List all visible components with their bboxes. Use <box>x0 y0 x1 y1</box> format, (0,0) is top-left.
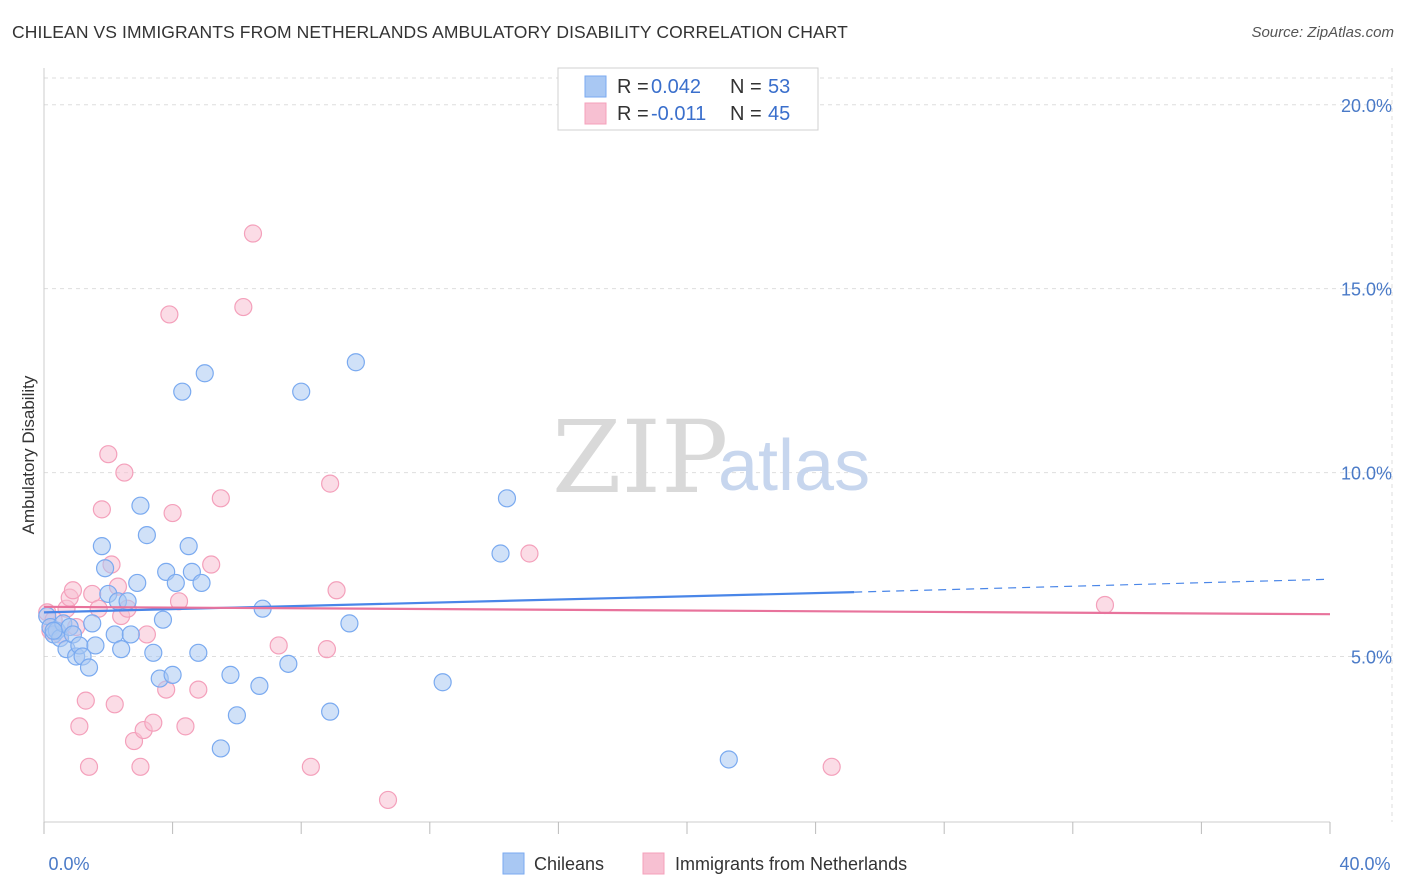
chileans-point <box>95 559 115 578</box>
chileans-point <box>321 702 340 721</box>
trend-lines <box>43 578 1331 616</box>
chileans-point <box>279 654 298 673</box>
bottom-legend-swatch-netherlands <box>642 852 665 875</box>
chileans-point <box>346 353 365 372</box>
netherlands-point <box>378 790 398 810</box>
netherlands-point <box>327 581 346 600</box>
axes <box>43 68 1331 834</box>
netherlands-point <box>144 713 163 732</box>
chileans-point <box>112 640 131 659</box>
chileans-point <box>92 537 111 556</box>
watermark: ZIP atlas <box>552 399 870 516</box>
chileans-point <box>121 625 140 644</box>
netherlands-point <box>317 640 337 659</box>
chileans-trend-extension <box>854 578 1331 593</box>
chileans-point <box>250 676 269 696</box>
netherlands-point <box>301 757 320 776</box>
bottom-legend: Chileans Immigrants from Netherlands <box>502 852 907 875</box>
netherlands-point <box>79 757 99 776</box>
netherlands-point <box>243 224 263 243</box>
chileans-point <box>166 573 185 593</box>
top-legend-swatch-netherlands <box>584 102 607 125</box>
chileans-point <box>719 750 738 769</box>
netherlands-point <box>99 445 118 464</box>
netherlands-point <box>176 717 195 736</box>
chileans-point <box>211 739 230 758</box>
chileans-trend-line <box>43 591 855 614</box>
chileans-point <box>189 643 208 662</box>
chileans-point <box>128 573 147 593</box>
grid-lines <box>44 68 1393 822</box>
x-tick-labels: 0.0% 40.0% <box>48 854 1390 874</box>
chileans-point <box>79 658 99 677</box>
bottom-legend-swatch-chileans <box>502 852 525 875</box>
netherlands-point <box>202 555 221 574</box>
top-legend-r-label-chileans: R = <box>617 76 649 98</box>
chileans-point <box>195 364 214 383</box>
chileans-point <box>131 496 150 515</box>
chileans-point <box>179 537 198 556</box>
top-legend: R = 0.042 N = 53 R = -0.011 N = 45 <box>557 67 819 131</box>
chileans-point <box>433 673 452 692</box>
chileans-point <box>491 544 510 563</box>
y-tick-label: 20.0% <box>1341 96 1392 116</box>
chileans-point <box>83 614 102 633</box>
netherlands-point <box>520 544 539 563</box>
chart-source: Source: ZipAtlas.com <box>1251 24 1394 41</box>
netherlands-point <box>1095 595 1115 615</box>
y-tick-label: 5.0% <box>1351 647 1392 667</box>
netherlands-point <box>63 581 83 600</box>
top-legend-n-value-netherlands: 45 <box>768 103 790 125</box>
top-legend-n-value-chileans: 53 <box>768 76 790 98</box>
netherlands-point <box>131 757 150 776</box>
top-legend-n-label-chileans: N = <box>730 76 762 98</box>
chart-title: CHILEAN VS IMMIGRANTS FROM NETHERLANDS A… <box>12 22 848 42</box>
netherlands-point <box>92 500 111 519</box>
y-tick-label: 15.0% <box>1341 280 1392 300</box>
x-tick-label: 0.0% <box>48 854 89 874</box>
top-legend-r-label-netherlands: R = <box>617 103 649 125</box>
top-legend-r-value-netherlands: -0.011 <box>651 103 706 125</box>
netherlands-point <box>269 636 288 655</box>
bottom-legend-label-chileans: Chileans <box>534 854 604 874</box>
chileans-point <box>153 610 173 629</box>
netherlands-point <box>321 474 340 493</box>
chileans-point <box>221 665 240 684</box>
netherlands-point <box>163 503 182 523</box>
netherlands-point <box>137 625 156 644</box>
top-legend-n-label-netherlands: N = <box>730 103 762 125</box>
bottom-legend-label-netherlands: Immigrants from Netherlands <box>675 854 907 874</box>
chileans-point <box>292 382 311 401</box>
chileans-point <box>86 636 105 655</box>
netherlands-trend-line <box>43 605 1331 616</box>
top-legend-r-value-chileans: 0.042 <box>651 76 701 98</box>
top-legend-swatch-chileans <box>584 75 607 98</box>
chileans-point <box>137 526 156 545</box>
chileans-point <box>227 706 246 725</box>
y-axis-label: Ambulatory Disability <box>19 375 38 534</box>
netherlands-point <box>105 695 124 714</box>
netherlands-point <box>70 717 89 736</box>
netherlands-point <box>76 691 95 710</box>
y-tick-labels: 5.0% 10.0% 15.0% 20.0% <box>1341 96 1392 668</box>
chileans-point <box>44 621 63 640</box>
chileans-point <box>173 382 192 401</box>
chileans-point <box>163 665 182 684</box>
netherlands-point <box>160 305 179 324</box>
netherlands-point <box>234 297 253 317</box>
chileans-point <box>144 643 163 662</box>
netherlands-point <box>822 757 841 776</box>
netherlands-point <box>115 463 134 482</box>
watermark-zip: ZIP <box>552 399 728 516</box>
netherlands-point <box>211 489 230 508</box>
watermark-atlas: atlas <box>718 426 870 506</box>
x-tick-label: 40.0% <box>1339 854 1390 874</box>
chileans-point <box>497 489 517 508</box>
scatter-points <box>38 224 1115 810</box>
chileans-point <box>340 614 359 633</box>
chileans-point <box>192 573 211 593</box>
netherlands-point <box>189 680 208 699</box>
y-tick-label: 10.0% <box>1341 464 1392 484</box>
